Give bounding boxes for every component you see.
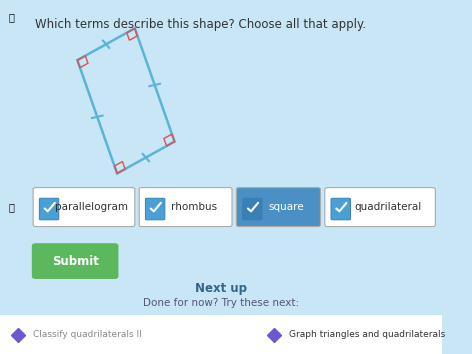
FancyBboxPatch shape (331, 198, 351, 220)
Text: quadrilateral: quadrilateral (354, 202, 421, 212)
Text: Done for now? Try these next:: Done for now? Try these next: (143, 298, 299, 308)
FancyBboxPatch shape (39, 198, 59, 220)
Text: Submit: Submit (52, 255, 99, 268)
Text: 🔊: 🔊 (9, 202, 15, 212)
FancyBboxPatch shape (139, 188, 232, 227)
Text: square: square (269, 202, 304, 212)
FancyBboxPatch shape (32, 243, 118, 279)
Text: Classify quadrilaterals II: Classify quadrilaterals II (33, 330, 142, 339)
Text: Graph triangles and quadrilaterals: Graph triangles and quadrilaterals (289, 330, 446, 339)
Text: 🔊: 🔊 (9, 12, 15, 22)
Text: Next up: Next up (195, 282, 247, 295)
FancyBboxPatch shape (243, 198, 262, 220)
Text: Which terms describe this shape? Choose all that apply.: Which terms describe this shape? Choose … (35, 18, 366, 31)
FancyBboxPatch shape (236, 188, 320, 227)
FancyBboxPatch shape (325, 188, 435, 227)
FancyBboxPatch shape (145, 198, 165, 220)
Text: parallelogram: parallelogram (55, 202, 128, 212)
FancyBboxPatch shape (33, 188, 135, 227)
Text: rhombus: rhombus (170, 202, 217, 212)
FancyBboxPatch shape (0, 315, 442, 354)
